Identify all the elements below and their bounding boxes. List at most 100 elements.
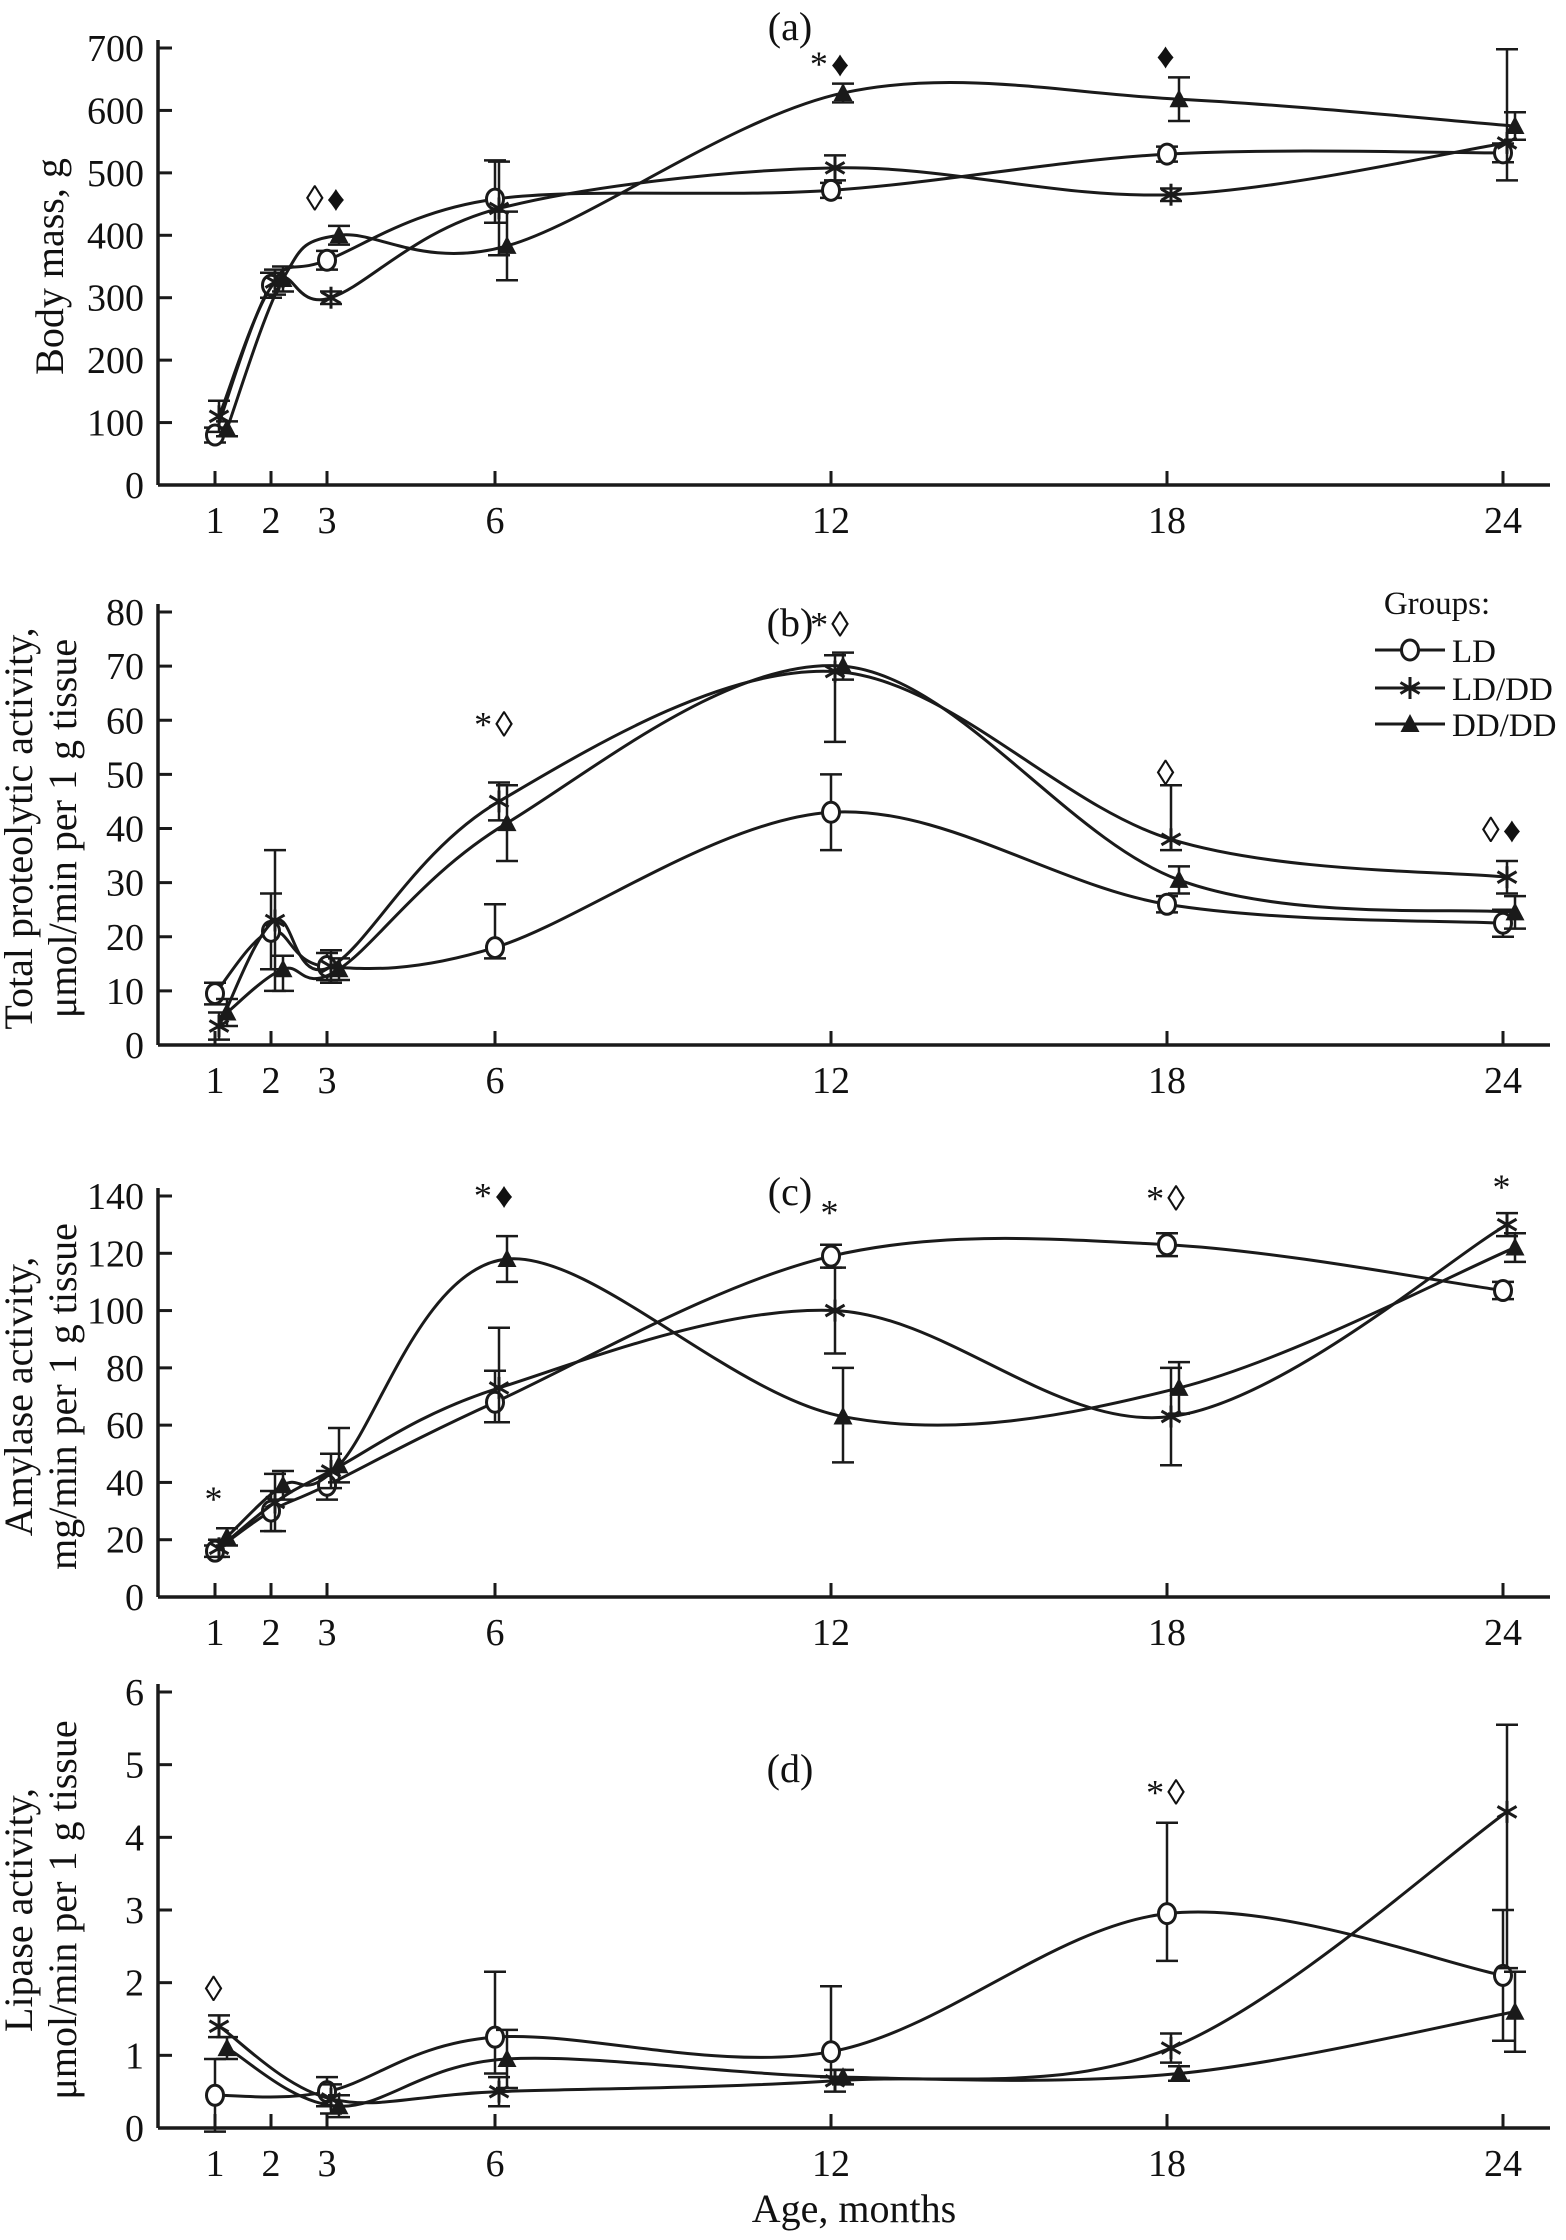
dddd-triangle-marker xyxy=(1169,2063,1189,2082)
x-tick-label: 12 xyxy=(812,1612,850,1654)
dddd-triangle-marker xyxy=(833,1406,853,1425)
dddd-triangle-marker xyxy=(329,225,349,244)
significance-annotation: ◊♦ xyxy=(1482,810,1524,850)
dddd-triangle-marker xyxy=(497,1249,517,1268)
ld-circle-marker xyxy=(1157,1233,1177,1257)
lddd-asterisk-marker xyxy=(208,2015,230,2038)
x-tick-label: 1 xyxy=(206,500,225,542)
dddd-triangle-marker xyxy=(1169,89,1189,108)
y-tick-label: 0 xyxy=(125,1577,144,1619)
series-curve xyxy=(213,149,1504,436)
dddd-triangle-marker xyxy=(1169,1377,1189,1396)
series-ld-dd xyxy=(208,1211,1518,1560)
y-tick-label: 40 xyxy=(106,1462,144,1504)
dddd-triangle-marker xyxy=(1169,869,1189,888)
y-tick-label: 20 xyxy=(106,917,144,959)
legend-item-dd-dd: DD/DD xyxy=(1375,708,1557,744)
dddd-triangle-marker xyxy=(217,1002,237,1021)
lddd-asterisk-marker xyxy=(264,909,286,932)
x-tick-label: 24 xyxy=(1484,500,1522,542)
series-curve xyxy=(218,1223,1508,1550)
y-tick-label: 20 xyxy=(106,1520,144,1562)
y-tick-label: 40 xyxy=(106,809,144,851)
y-axis-title-line1: Lipase activity, xyxy=(0,1788,41,2032)
dddd-triangle-marker xyxy=(217,1526,237,1545)
y-tick-label: 1 xyxy=(125,2035,144,2077)
significance-annotation: *◊ xyxy=(474,704,516,744)
significance-annotation: ◊♦ xyxy=(306,178,348,218)
x-tick-label: 12 xyxy=(812,1060,850,1102)
x-tick-label: 2 xyxy=(262,500,281,542)
x-tick-label: 6 xyxy=(486,1060,505,1102)
y-tick-label: 60 xyxy=(106,1405,144,1447)
series-curve xyxy=(225,1246,1516,1538)
y-axis-title: Body mass, g xyxy=(27,158,72,375)
series-curve xyxy=(217,669,1508,1027)
significance-annotation: ◊ xyxy=(1157,753,1178,793)
x-tick-label: 24 xyxy=(1484,2143,1522,2185)
series-ld-dd xyxy=(208,654,1518,1041)
legend-title: Groups: xyxy=(1384,586,1490,622)
lddd-asterisk-marker xyxy=(824,1299,846,1322)
series-ld xyxy=(204,1231,1514,1563)
significance-annotation: *♦ xyxy=(474,1175,516,1215)
x-tick-label: 12 xyxy=(812,500,850,542)
legend-item-ld-dd: LD/DD xyxy=(1375,672,1553,708)
y-tick-label: 3 xyxy=(125,1890,144,1932)
y-tick-label: 0 xyxy=(125,2108,144,2150)
x-tick-label: 24 xyxy=(1484,1060,1522,1102)
lddd-asterisk-marker xyxy=(1496,1800,1518,1823)
lddd-asterisk-marker xyxy=(1160,828,1182,851)
series-ld xyxy=(204,141,1514,447)
significance-annotation: *♦ xyxy=(810,44,852,84)
series-curve xyxy=(213,810,1504,995)
dddd-triangle-marker xyxy=(329,2096,349,2115)
dddd-triangle-marker xyxy=(329,1455,349,1474)
x-tick-label: 3 xyxy=(318,1060,337,1102)
y-tick-label: 50 xyxy=(106,754,144,796)
panel-letter-a: (a) xyxy=(768,4,812,49)
ld-circle-marker xyxy=(205,982,225,1006)
y-tick-label: 200 xyxy=(87,340,144,382)
x-tick-label: 18 xyxy=(1148,1060,1186,1102)
legend-item-ld: LD xyxy=(1375,634,1496,670)
panel-letter-d: (d) xyxy=(767,1746,814,1791)
y-tick-label: 4 xyxy=(125,1817,144,1859)
series-curve xyxy=(214,1910,1504,2099)
x-tick-label: 6 xyxy=(486,1612,505,1654)
lddd-asterisk-marker xyxy=(208,405,230,428)
significance-annotation: *◊ xyxy=(810,604,852,644)
ld-circle-marker xyxy=(1400,638,1420,662)
lddd-asterisk-marker xyxy=(1399,677,1421,699)
dddd-triangle-marker xyxy=(1505,1237,1525,1256)
dddd-triangle-marker xyxy=(217,2038,237,2057)
significance-annotation: ◊ xyxy=(205,1969,226,2009)
y-tick-label: 500 xyxy=(87,153,144,195)
dddd-triangle-marker xyxy=(329,959,349,978)
y-axis-title-line1: Total proteolytic activity, xyxy=(0,627,41,1029)
x-tick-label: 2 xyxy=(262,1060,281,1102)
y-tick-label: 6 xyxy=(125,1672,144,1714)
ld-circle-marker xyxy=(1157,1902,1177,1926)
x-tick-label: 3 xyxy=(318,1612,337,1654)
significance-annotation: * xyxy=(821,1193,842,1233)
lddd-asterisk-marker xyxy=(1496,1213,1518,1236)
x-tick-label: 1 xyxy=(206,1612,225,1654)
legend-item-label: LD xyxy=(1452,634,1496,670)
x-tick-label: 2 xyxy=(262,1612,281,1654)
y-axis-title-line2: μmol/min per 1 g tissue xyxy=(40,1720,85,2099)
y-tick-label: 0 xyxy=(125,465,144,507)
y-tick-label: 0 xyxy=(125,1025,144,1067)
series-curve xyxy=(218,1810,1508,2105)
y-tick-label: 70 xyxy=(106,646,144,688)
ld-circle-marker xyxy=(821,1244,841,1268)
ld-circle-marker xyxy=(317,248,337,272)
lddd-asterisk-marker xyxy=(488,1376,510,1399)
series-curve xyxy=(226,2010,1516,2108)
dddd-triangle-marker xyxy=(833,2067,853,2086)
y-tick-label: 100 xyxy=(87,403,144,445)
series-dd-dd xyxy=(216,76,1526,438)
